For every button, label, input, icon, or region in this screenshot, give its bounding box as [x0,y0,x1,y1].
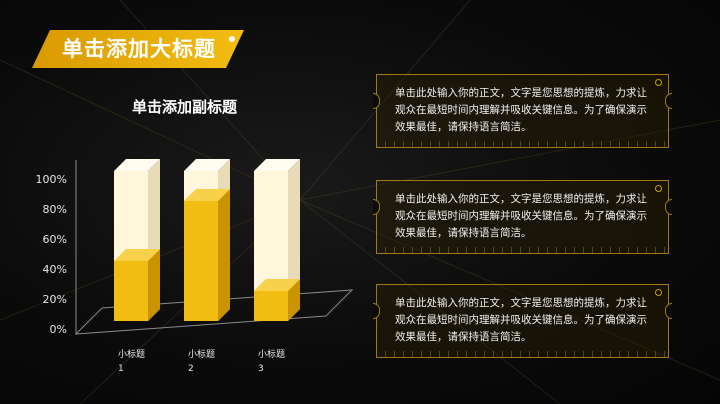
panel-ticks [377,141,668,147]
panel-ring-icon [655,185,662,192]
bar-background-top [184,159,230,171]
bar-value-side [218,189,230,321]
bar-value-side [148,249,160,321]
panel-notch [665,303,672,319]
bar-value [114,261,148,321]
panel-ring-icon [655,289,662,296]
bar-value-top [114,249,160,261]
bar-value-side [288,279,300,321]
y-tick-label: 100% [36,173,67,186]
panel-notch [373,303,380,319]
y-tick-label: 20% [43,293,67,306]
bar-value [254,291,288,321]
panel-notch [665,93,672,109]
panel-body-text[interactable]: 单击此处输入你的正文，文字是您思想的提炼，力求让观众在最短时间内理解并吸收关键信… [395,193,647,239]
panel-ticks [377,247,668,253]
text-panel-2: 单击此处输入你的正文，文字是您思想的提炼，力求让观众在最短时间内理解并吸收关键信… [373,180,672,254]
bar-value-top [184,189,230,201]
panel-body-text[interactable]: 单击此处输入你的正文，文字是您思想的提炼，力求让观众在最短时间内理解并吸收关键信… [395,87,647,133]
chart-floor [74,289,354,335]
y-tick-label: 0% [50,323,67,336]
y-tick-label: 40% [43,263,67,276]
bar-background-top [254,159,300,171]
x-tick-label: 小标题 [258,348,285,360]
x-tick-label: 1 [118,364,124,374]
text-panel-1: 单击此处输入你的正文，文字是您思想的提炼，力求让观众在最短时间内理解并吸收关键信… [373,74,672,148]
panel-notch [373,199,380,215]
x-tick-label: 2 [188,364,194,374]
x-tick-label: 3 [258,364,264,374]
panel-notch [665,199,672,215]
bar-value-top [254,279,300,291]
x-tick-label: 小标题 [188,348,215,360]
title-banner [32,30,244,68]
panel-body-text[interactable]: 单击此处输入你的正文，文字是您思想的提炼，力求让观众在最短时间内理解并吸收关键信… [395,297,647,343]
panel-notch [373,93,380,109]
bar-value [184,201,218,321]
y-tick-label: 80% [43,203,67,216]
x-tick-label: 小标题 [118,348,145,360]
title-dot [229,36,235,42]
panel-ring-icon [655,79,662,86]
chart-title: 单击添加副标题 [132,98,238,116]
y-tick-label: 60% [43,233,67,246]
page-title: 单击添加大标题 [62,37,216,61]
bar-background-top [114,159,160,171]
text-panel-3: 单击此处输入你的正文，文字是您思想的提炼，力求让观众在最短时间内理解并吸收关键信… [373,284,672,358]
panel-ticks [377,351,668,357]
